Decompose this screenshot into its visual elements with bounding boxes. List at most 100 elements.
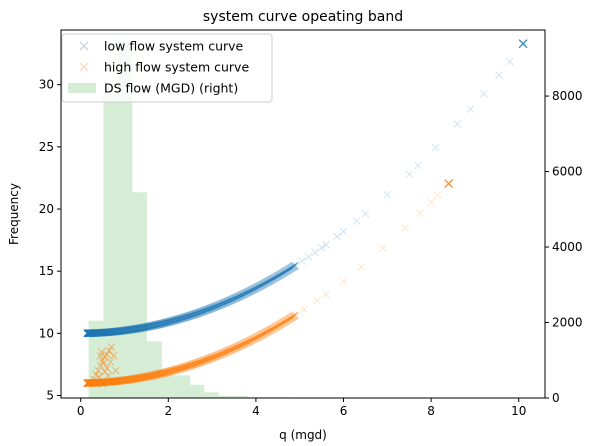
series-0-point-137-stroke-b: [93, 329, 102, 337]
series-0-point-67: [86, 329, 95, 338]
series-0-point-255-stroke-a: [111, 327, 119, 336]
series-0-point-52-stroke-a: [85, 329, 94, 338]
series-0-point-144-stroke-a: [94, 329, 103, 337]
series-0-point-42-stroke-a: [84, 329, 93, 338]
series-0-point-40: [84, 329, 93, 338]
series-0-point-190-stroke-a: [100, 328, 109, 337]
series-0-point-79-stroke-b: [87, 329, 96, 338]
series-0-point-96: [89, 329, 97, 337]
series-0-point-154-stroke-a: [95, 328, 104, 337]
series-0-point-30-stroke-b: [84, 329, 93, 338]
series-0-point-186: [100, 328, 108, 337]
series-0-point-288-stroke-a: [117, 327, 125, 335]
series-0-point-120: [91, 329, 100, 337]
series-0-point-261-stroke-b: [112, 327, 120, 336]
series-0-point-184: [99, 328, 108, 337]
series-0-point-121-stroke-b: [91, 329, 100, 337]
series-0-point-124-stroke-a: [92, 329, 100, 337]
series-0-point-255: [111, 327, 119, 336]
series-0-point-163: [96, 328, 105, 337]
series-0-point-102-stroke-a: [89, 329, 98, 337]
series-0-point-6-stroke-a: [83, 329, 92, 338]
series-0-point-117-stroke-a: [91, 329, 100, 337]
histogram-bar-1: [103, 94, 118, 399]
series-0-point-252: [110, 327, 119, 336]
series-0-point-267: [113, 327, 121, 336]
series-0-point-173-stroke-a: [98, 328, 107, 337]
series-0-point-169-stroke-a: [97, 328, 106, 337]
series-0-point-44: [85, 329, 93, 338]
series-0-point-71-stroke-b: [87, 329, 95, 338]
series-0-point-57-stroke-a: [85, 329, 94, 338]
series-0-point-275-stroke-b: [114, 327, 123, 336]
series-0-point-158-stroke-b: [96, 328, 105, 337]
series-0-point-60: [86, 329, 94, 338]
series-0-point-238-stroke-a: [108, 328, 116, 336]
series-0-point-251-stroke-a: [110, 327, 119, 336]
series-0-point-238-stroke-b: [108, 328, 116, 336]
series-0-point-183-stroke-a: [99, 328, 108, 337]
series-0-point-74-stroke-a: [87, 329, 95, 338]
series-0-point-276-stroke-a: [114, 327, 123, 336]
series-0-point-27-stroke-a: [84, 329, 92, 338]
series-0-point-58-stroke-a: [86, 329, 94, 338]
series-0-point-281: [115, 327, 124, 335]
series-0-point-265: [112, 327, 121, 336]
series-0-point-26: [84, 329, 92, 338]
series-0-point-23-stroke-b: [84, 329, 92, 338]
series-0-point-174-stroke-a: [98, 328, 107, 337]
series-0-point-114-stroke-a: [91, 329, 99, 337]
series-0-point-187-stroke-b: [100, 328, 109, 337]
series-0-point-1-stroke-b: [83, 329, 92, 338]
series-0-point-188-stroke-b: [100, 328, 109, 337]
series-0-point-272-stroke-a: [114, 327, 122, 336]
series-0-point-164-stroke-a: [97, 328, 105, 337]
series-0-point-73: [87, 329, 95, 338]
series-0-point-159-stroke-a: [96, 328, 105, 337]
series-0-point-49-stroke-b: [85, 329, 94, 338]
series-0-point-158-stroke-a: [96, 328, 105, 337]
series-0-point-16-stroke-a: [83, 329, 92, 338]
series-0-point-73-stroke-a: [87, 329, 95, 338]
series-0-point-216-stroke-a: [104, 328, 113, 337]
series-0-point-244-stroke-b: [109, 327, 117, 336]
series-0-point-253-stroke-b: [110, 327, 119, 336]
series-0-point-235-stroke-a: [107, 328, 116, 336]
scatter-layer: [83, 39, 528, 389]
series-0-point-209-stroke-b: [103, 328, 112, 337]
series-0-point-151: [95, 328, 104, 337]
series-0-point-76: [87, 329, 96, 338]
series-0-point-177-stroke-a: [98, 328, 107, 337]
series-0-point-76-stroke-b: [87, 329, 96, 338]
series-0-point-72-stroke-a: [87, 329, 95, 338]
series-0-point-140-stroke-b: [94, 329, 102, 337]
series-0-point-250-stroke-a: [110, 327, 118, 336]
series-0-point-156-stroke-a: [96, 328, 104, 337]
series-0-point-78-stroke-b: [87, 329, 96, 338]
series-0-point-13: [83, 329, 92, 338]
series-0-point-65-stroke-b: [86, 329, 95, 338]
series-0-point-81-stroke-b: [87, 329, 96, 338]
series-0-point-82-stroke-a: [87, 329, 96, 338]
series-0-point-115: [91, 329, 99, 337]
series-0-point-157-stroke-b: [96, 328, 104, 337]
series-0-point-198: [101, 328, 110, 337]
series-0-point-288-stroke-b: [117, 327, 125, 335]
series-0-point-208-stroke-a: [103, 328, 112, 337]
series-0-point-74-stroke-b: [87, 329, 95, 338]
series-0-point-83-stroke-b: [88, 329, 96, 338]
series-0-point-290: [117, 327, 126, 335]
series-0-point-248: [109, 327, 118, 336]
series-0-point-64-stroke-a: [86, 329, 95, 338]
series-0-point-8-stroke-b: [83, 329, 92, 338]
series-0-point-99: [89, 329, 98, 337]
series-0-point-278-stroke-b: [115, 327, 123, 336]
series-0-point-200-stroke-a: [102, 328, 110, 337]
series-0-point-266: [113, 327, 121, 336]
series-0-point-279-stroke-a: [115, 327, 124, 336]
series-0-point-224-stroke-a: [105, 328, 114, 336]
series-0-point-118-stroke-b: [91, 329, 100, 337]
series-0-point-58: [86, 329, 94, 338]
series-0-point-125: [92, 329, 100, 337]
series-0-point-160-stroke-b: [96, 328, 105, 337]
